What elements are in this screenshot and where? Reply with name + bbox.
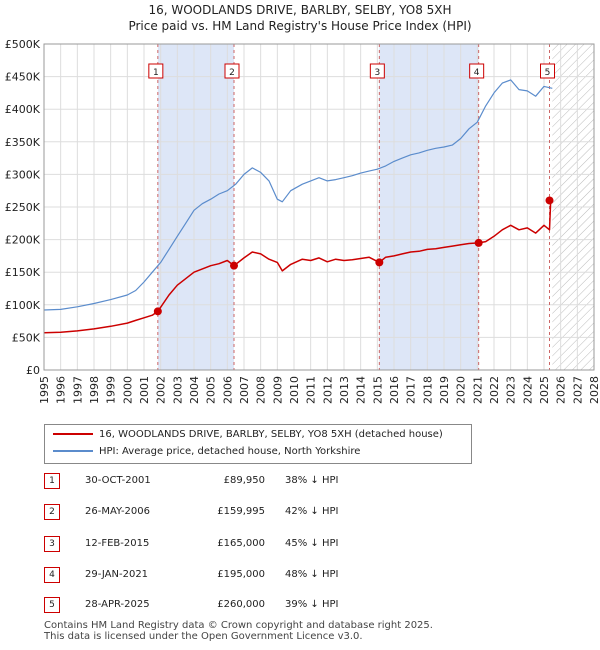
x-tick-label: 2023 bbox=[505, 376, 518, 404]
x-tick-label: 2028 bbox=[588, 376, 600, 404]
x-tick-label: 2027 bbox=[571, 376, 584, 404]
sale-marker-label: 2 bbox=[229, 68, 235, 78]
x-tick-label: 2018 bbox=[421, 376, 434, 404]
price-chart: 1 2 3 4 5 £0 £50K £100K £150K £200K £250K £300K £35… bbox=[5, 38, 600, 404]
transaction-date: 30-OCT-2001 bbox=[85, 475, 151, 486]
transaction-hpi-diff: 42% ↓ HPI bbox=[285, 506, 339, 517]
x-tick-label: 2000 bbox=[121, 376, 134, 404]
legend-hpi-label: HPI: Average price, detached house, Nort… bbox=[99, 446, 361, 457]
transaction-number: 1 bbox=[44, 473, 60, 489]
y-tick-label: £500K bbox=[5, 38, 41, 51]
transaction-price: £165,000 bbox=[217, 538, 265, 549]
x-tick-label: 2014 bbox=[355, 376, 368, 404]
transaction-date: 28-APR-2025 bbox=[85, 599, 150, 610]
legend-hpi-swatch bbox=[53, 450, 93, 452]
sale-point bbox=[375, 258, 384, 267]
x-tick-label: 2007 bbox=[238, 376, 251, 404]
footer-line-license: This data is licensed under the Open Gov… bbox=[44, 631, 363, 642]
x-tick-label: 1997 bbox=[71, 376, 84, 404]
y-tick-label: £250K bbox=[5, 201, 41, 214]
y-tick-label: £50K bbox=[12, 331, 41, 344]
transaction-hpi-diff: 39% ↓ HPI bbox=[285, 599, 339, 610]
transaction-price: £89,950 bbox=[223, 475, 265, 486]
chart-subtitle: Price paid vs. HM Land Registry's House … bbox=[128, 19, 472, 33]
x-tick-label: 2001 bbox=[138, 376, 151, 404]
x-tick-label: 1996 bbox=[55, 376, 68, 404]
sale-marker-box bbox=[224, 63, 240, 79]
x-tick-label: 2009 bbox=[271, 376, 284, 404]
legend-price-label: 16, WOODLANDS DRIVE, BARLBY, SELBY, YO8 … bbox=[99, 429, 443, 440]
y-tick-label: £100K bbox=[5, 299, 41, 312]
x-tick-label: 2024 bbox=[521, 376, 534, 404]
y-tick-label: £0 bbox=[26, 364, 40, 377]
transaction-hpi-diff: 48% ↓ HPI bbox=[285, 569, 339, 580]
hpi-line bbox=[43, 79, 553, 311]
x-tick-label: 2004 bbox=[188, 376, 201, 404]
sale-marker-box bbox=[540, 63, 555, 79]
x-tick-label: 2017 bbox=[405, 376, 418, 404]
transaction-number: 2 bbox=[44, 504, 60, 520]
transaction-date: 26-MAY-2006 bbox=[85, 506, 151, 517]
sale-marker-box bbox=[369, 63, 385, 79]
x-tick-label: 1998 bbox=[88, 376, 101, 404]
transaction-hpi-diff: 38% ↓ HPI bbox=[285, 475, 339, 486]
transaction-number: 5 bbox=[44, 597, 60, 613]
y-tick-label: £350K bbox=[5, 136, 41, 149]
x-tick-label: 2013 bbox=[338, 376, 351, 404]
legend-item-price: 16, WOODLANDS DRIVE, BARLBY, SELBY, YO8 … bbox=[53, 427, 443, 443]
y-tick-label: £400K bbox=[5, 103, 41, 116]
sale-marker-label: 1 bbox=[153, 68, 159, 78]
x-tick-label: 2010 bbox=[288, 376, 301, 404]
sale-marker-label: 5 bbox=[545, 68, 551, 78]
chart-legend: 16, WOODLANDS DRIVE, BARLBY, SELBY, YO8 … bbox=[44, 424, 472, 464]
sale-point bbox=[153, 307, 162, 316]
x-tick-label: 2020 bbox=[455, 376, 468, 404]
sale-point bbox=[474, 238, 483, 247]
x-tick-label: 2025 bbox=[538, 376, 551, 404]
y-tick-label: £150K bbox=[5, 266, 41, 279]
transaction-hpi-diff: 45% ↓ HPI bbox=[285, 538, 339, 549]
x-tick-label: 2003 bbox=[171, 376, 184, 404]
transaction-price: £260,000 bbox=[217, 599, 265, 610]
sale-marker-label: 3 bbox=[374, 68, 380, 78]
transaction-price: £159,995 bbox=[217, 506, 265, 517]
x-tick-label: 2019 bbox=[438, 376, 451, 404]
x-tick-label: 2022 bbox=[488, 376, 501, 404]
x-tick-label: 2005 bbox=[205, 376, 218, 404]
transaction-number: 4 bbox=[44, 567, 60, 583]
x-tick-label: 2002 bbox=[155, 376, 168, 404]
legend-item-hpi: HPI: Average price, detached house, Nort… bbox=[53, 444, 360, 460]
footer-line-copyright: Contains HM Land Registry data © Crown c… bbox=[44, 620, 433, 631]
y-tick-label: £200K bbox=[5, 234, 41, 247]
footer-attribution: Contains HM Land Registry data © Crown c… bbox=[44, 620, 433, 642]
x-tick-label: 2006 bbox=[221, 376, 234, 404]
transaction-price: £195,000 bbox=[217, 569, 265, 580]
price-paid-line bbox=[43, 199, 553, 334]
x-tick-label: 2011 bbox=[305, 376, 318, 404]
transaction-number: 3 bbox=[44, 536, 60, 552]
chart-title: 16, WOODLANDS DRIVE, BARLBY, SELBY, YO8 … bbox=[148, 3, 452, 17]
legend-price-swatch bbox=[53, 433, 93, 435]
x-tick-label: 1995 bbox=[38, 376, 51, 404]
x-tick-label: 2008 bbox=[255, 376, 268, 404]
sale-point bbox=[545, 196, 554, 205]
x-tick-label: 2015 bbox=[371, 376, 384, 404]
x-tick-label: 2016 bbox=[388, 376, 401, 404]
x-tick-label: 1999 bbox=[105, 376, 118, 404]
sale-marker-box bbox=[148, 63, 164, 79]
sale-point bbox=[230, 261, 238, 270]
y-tick-label: £450K bbox=[5, 71, 41, 84]
plot-border bbox=[43, 43, 595, 371]
transaction-date: 12-FEB-2015 bbox=[85, 538, 150, 549]
sale-marker-label: 4 bbox=[474, 68, 480, 78]
x-tick-label: 2021 bbox=[471, 376, 484, 404]
transaction-date: 29-JAN-2021 bbox=[85, 569, 149, 580]
y-tick-label: £300K bbox=[5, 168, 41, 181]
sale-marker-box bbox=[469, 63, 485, 79]
x-tick-label: 2026 bbox=[555, 376, 568, 404]
x-tick-label: 2012 bbox=[321, 376, 334, 404]
